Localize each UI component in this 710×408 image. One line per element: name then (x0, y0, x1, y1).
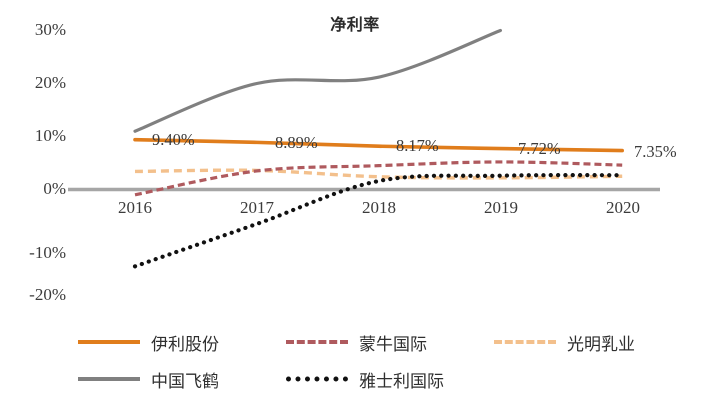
legend-item-guangmingruye[interactable]: 光明乳业 (494, 330, 678, 355)
data-label-yili-2019: 7.72% (518, 139, 561, 158)
y-axis-tick-20: 20% (34, 73, 66, 92)
data-label-yili-2018: 8.17% (396, 136, 439, 155)
legend-item-yashiliguoji[interactable]: 雅士利国际 (286, 367, 494, 392)
y-axis-tick-30: 30% (34, 20, 66, 39)
x-axis-tick-2017: 2017 (240, 198, 274, 217)
y-axis-tick-10: 10% (34, 126, 66, 145)
x-axis-tick-2016: 2016 (118, 198, 152, 217)
legend-label-yashiliguoji: 雅士利国际 (359, 371, 444, 392)
legend-row-2: 中国飞鹤 雅士利国际 (78, 362, 678, 396)
legend-label-yiligufen: 伊利股份 (151, 334, 219, 355)
legend-item-mengniuguoji[interactable]: 蒙牛国际 (286, 330, 494, 355)
series-line-yiligufen (133, 137, 624, 153)
legend-label-mengniuguoji: 蒙牛国际 (359, 334, 427, 355)
x-axis-tick-2018: 2018 (362, 198, 396, 217)
legend-swatch-solid-gray-icon (78, 373, 140, 385)
legend-label-zhongguofeihe: 中国飞鹤 (151, 371, 219, 392)
data-label-yili-2016: 9.40% (152, 130, 195, 149)
y-axis-tick-0: 0% (43, 179, 66, 198)
legend-swatch-dotted-black-icon (286, 373, 348, 385)
legend-row-1: 伊利股份 蒙牛国际 光明乳业 (78, 325, 678, 359)
x-axis-tick-2020: 2020 (606, 198, 640, 217)
x-axis-tick-2019: 2019 (484, 198, 518, 217)
series-line-yashiliguoji (132, 173, 625, 269)
data-label-yili-2017: 8.89% (275, 133, 318, 152)
legend-swatch-solid-orange-icon (78, 336, 140, 348)
legend-item-yiligufen[interactable]: 伊利股份 (78, 330, 286, 355)
chart-title: 净利率 (330, 15, 380, 34)
legend-label-guangmingruye: 光明乳业 (567, 334, 635, 355)
series-line-zhongguofeihe (133, 28, 502, 133)
series-line-guangmingruye (134, 168, 623, 180)
legend-item-zhongguofeihe[interactable]: 中国飞鹤 (78, 367, 286, 392)
series-line-mengniuguoji (134, 160, 623, 197)
y-axis-tick-neg20: -20% (29, 285, 66, 304)
chart-legend: 伊利股份 蒙牛国际 光明乳业 中国飞鹤 (78, 325, 678, 401)
data-label-yili-2020: 7.35% (634, 142, 677, 161)
legend-swatch-dashed-lightorange-icon (494, 336, 556, 348)
y-axis-tick-neg10: -10% (29, 243, 66, 262)
legend-swatch-dashed-darkred-icon (286, 336, 348, 348)
